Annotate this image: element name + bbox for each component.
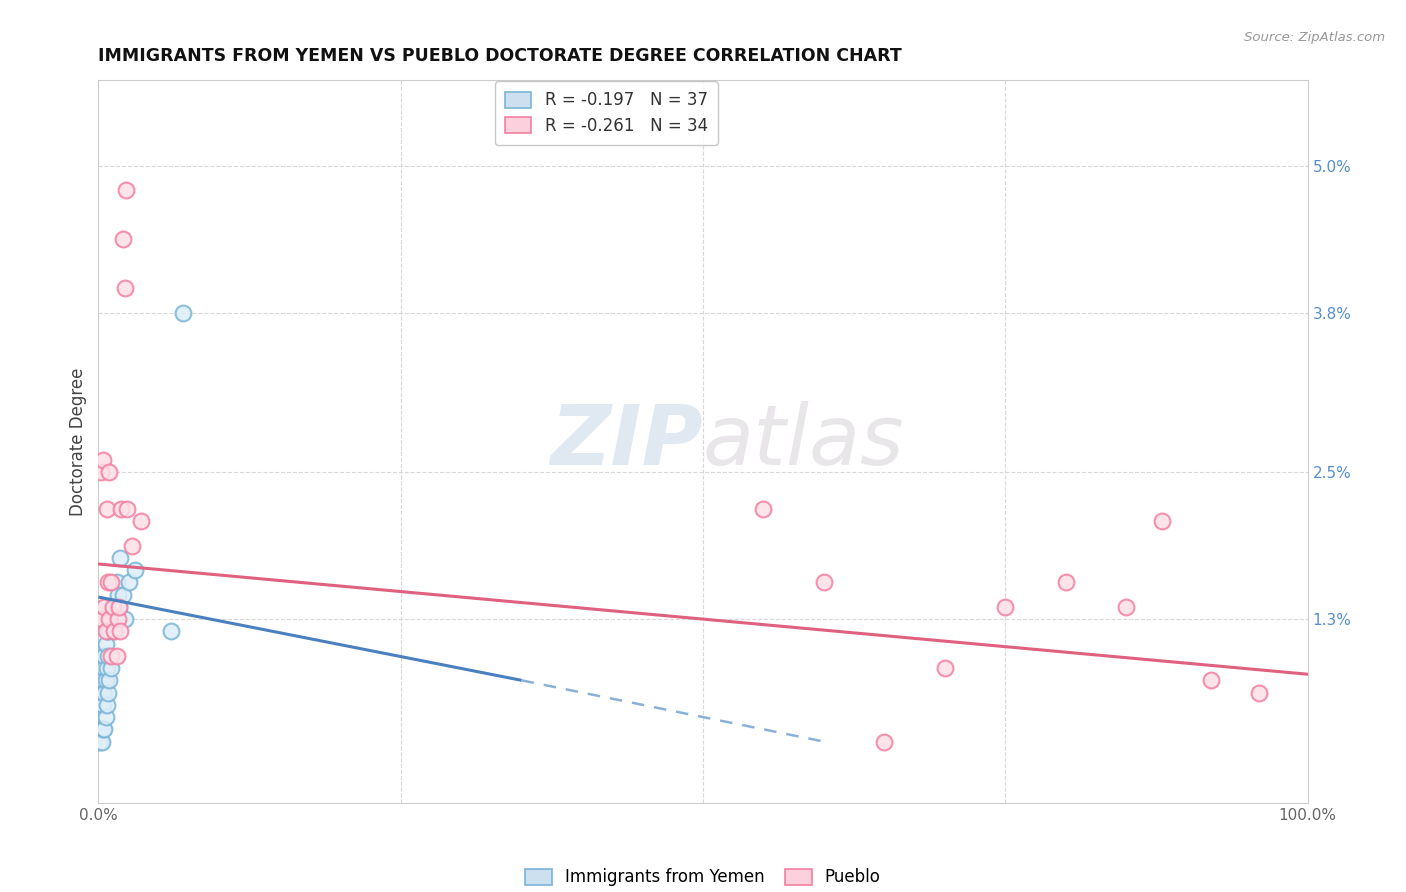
Point — [124, 563, 146, 577]
Point — [94, 710, 117, 724]
Point — [172, 306, 194, 320]
Point — [105, 648, 128, 663]
Point — [98, 465, 121, 479]
Text: atlas: atlas — [703, 401, 904, 482]
Point — [114, 281, 136, 295]
Point — [100, 612, 122, 626]
Point — [91, 612, 114, 626]
Text: IMMIGRANTS FROM YEMEN VS PUEBLO DOCTORATE DEGREE CORRELATION CHART: IMMIGRANTS FROM YEMEN VS PUEBLO DOCTORAT… — [98, 47, 903, 65]
Point — [1054, 575, 1077, 590]
Point — [752, 502, 775, 516]
Point — [94, 673, 117, 688]
Point — [93, 599, 115, 614]
Point — [108, 599, 131, 614]
Point — [121, 539, 143, 553]
Point — [94, 637, 117, 651]
Point — [91, 734, 114, 748]
Point — [98, 624, 121, 639]
Point — [108, 624, 131, 639]
Point — [110, 502, 132, 516]
Point — [91, 698, 114, 712]
Point — [91, 453, 114, 467]
Point — [160, 624, 183, 639]
Point — [107, 612, 129, 626]
Point — [90, 698, 112, 712]
Point — [94, 624, 117, 639]
Point — [96, 661, 118, 675]
Point — [1199, 673, 1222, 688]
Point — [90, 465, 112, 479]
Point — [107, 588, 129, 602]
Point — [111, 232, 134, 246]
Point — [97, 575, 120, 590]
Point — [100, 661, 122, 675]
Point — [1115, 599, 1137, 614]
Point — [96, 502, 118, 516]
Point — [100, 648, 122, 663]
Point — [103, 624, 125, 639]
Point — [1152, 514, 1174, 528]
Point — [97, 648, 120, 663]
Point — [96, 698, 118, 712]
Point — [91, 685, 114, 699]
Point — [93, 685, 115, 699]
Point — [91, 673, 114, 688]
Point — [90, 723, 112, 737]
Point — [101, 599, 124, 614]
Point — [100, 575, 122, 590]
Text: Source: ZipAtlas.com: Source: ZipAtlas.com — [1244, 31, 1385, 45]
Point — [118, 575, 141, 590]
Point — [108, 599, 131, 614]
Legend: Immigrants from Yemen, Pueblo: Immigrants from Yemen, Pueblo — [519, 862, 887, 892]
Point — [96, 624, 118, 639]
Point — [117, 502, 139, 516]
Point — [873, 734, 896, 748]
Point — [93, 661, 115, 675]
Point — [97, 685, 120, 699]
Point — [93, 723, 115, 737]
Point — [105, 575, 128, 590]
Point — [98, 612, 121, 626]
Point — [934, 661, 956, 675]
Point — [93, 648, 115, 663]
Point — [101, 612, 124, 626]
Point — [111, 588, 134, 602]
Point — [98, 673, 121, 688]
Text: ZIP: ZIP — [550, 401, 703, 482]
Point — [115, 184, 138, 198]
Point — [91, 723, 114, 737]
Point — [813, 575, 835, 590]
Point — [108, 550, 131, 565]
Point — [103, 624, 125, 639]
Point — [89, 734, 111, 748]
Point — [100, 599, 122, 614]
Point — [129, 514, 152, 528]
Y-axis label: Doctorate Degree: Doctorate Degree — [69, 368, 87, 516]
Point — [1249, 685, 1271, 699]
Point — [994, 599, 1017, 614]
Point — [114, 612, 136, 626]
